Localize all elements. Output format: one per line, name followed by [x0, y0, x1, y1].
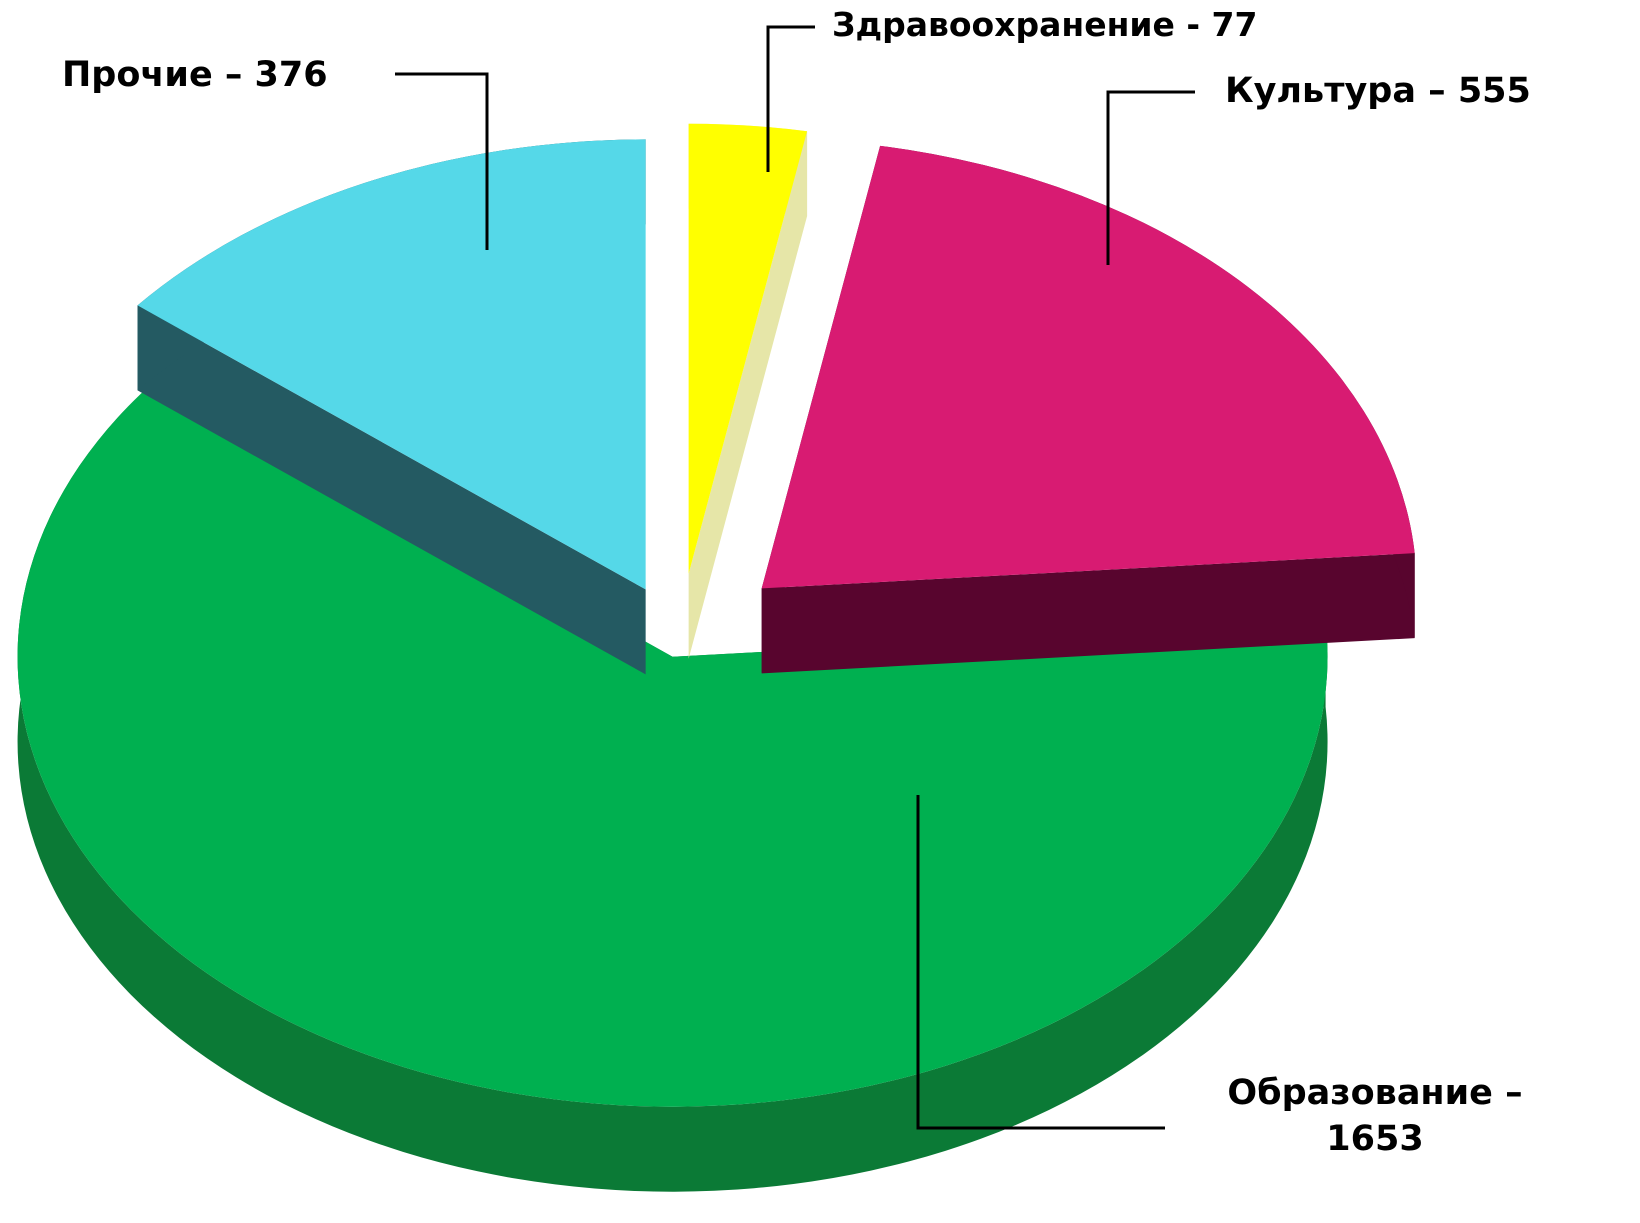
slice	[137, 139, 646, 590]
slice-label: Прочие – 376	[62, 55, 328, 95]
slice-label: Здравоохранение - 77	[832, 5, 1258, 44]
leader-line	[1106, 90, 1195, 265]
slice-side	[761, 553, 1415, 674]
leader-line	[395, 72, 489, 250]
slice	[688, 123, 808, 574]
slice-label: Образование – 1653	[1227, 1073, 1523, 1159]
leader-line	[916, 795, 1165, 1130]
leader-line	[766, 25, 815, 172]
slice-side	[688, 131, 808, 659]
slice-label: Культура – 555	[1225, 71, 1531, 111]
slice	[17, 372, 1328, 1107]
slice-side	[137, 305, 646, 675]
slice	[761, 145, 1415, 589]
